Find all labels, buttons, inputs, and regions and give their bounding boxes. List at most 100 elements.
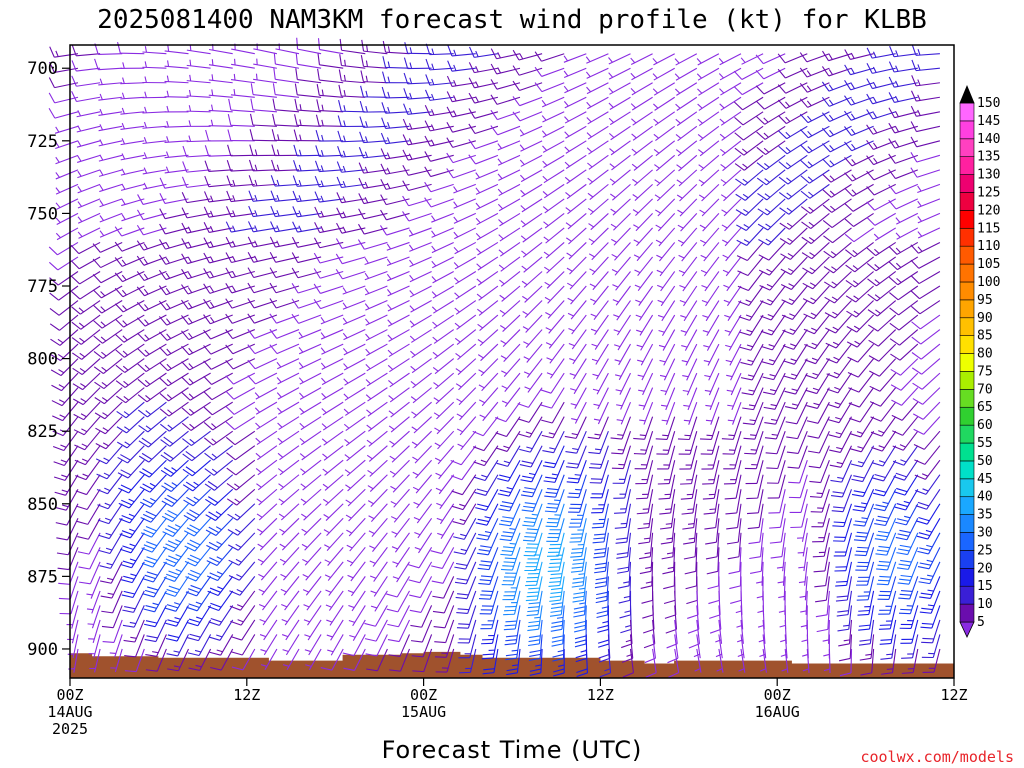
wind-barb: [615, 358, 631, 381]
wind-barb: [734, 111, 764, 126]
wind-barb: [633, 242, 654, 262]
wind-barb: [808, 430, 830, 454]
wind-barb: [203, 401, 233, 416]
wind-barb: [915, 474, 941, 495]
wind-barb: [827, 387, 852, 409]
wind-barb: [497, 198, 521, 212]
wind-barb: [208, 104, 233, 113]
wind-barb: [253, 73, 277, 84]
wind-barb: [768, 489, 786, 514]
wind-barb: [520, 183, 543, 198]
wind-barb: [822, 140, 852, 153]
wind-barb: [728, 547, 742, 575]
wind-barb: [94, 401, 123, 420]
wind-barb: [431, 300, 454, 314]
wind-barb: [655, 198, 676, 217]
wind-barb: [55, 198, 79, 210]
wind-barb: [186, 44, 211, 55]
wind-barb: [765, 431, 786, 455]
wind-barb: [521, 256, 543, 273]
wind-barb: [890, 358, 919, 376]
wind-barb: [866, 198, 896, 211]
wind-barb: [94, 387, 123, 405]
wind-barb: [388, 387, 410, 403]
wind-barb: [566, 227, 587, 245]
wind-barb: [432, 576, 455, 599]
wind-barb: [166, 634, 189, 657]
wind-barb: [888, 61, 918, 73]
wind-barb: [120, 547, 145, 569]
wind-barb: [576, 648, 589, 677]
wind-barb: [889, 314, 919, 331]
wind-barb: [802, 285, 830, 305]
wind-barb: [203, 372, 233, 385]
colorbar-label: 55: [977, 436, 993, 451]
wind-barb: [631, 111, 653, 126]
wind-barb: [749, 532, 764, 560]
wind-barb: [48, 241, 79, 256]
wind-barb: [186, 89, 211, 98]
wind-barb: [922, 648, 941, 673]
wind-barb: [203, 387, 233, 401]
wind-barb: [900, 619, 919, 644]
wind-barb: [778, 576, 786, 601]
colorbar-swatch: [959, 210, 975, 229]
wind-barb: [475, 503, 499, 526]
wind-barb: [499, 518, 521, 542]
wind-barb: [276, 358, 300, 370]
x-tick-label: 15AUG: [401, 703, 446, 721]
credit-text[interactable]: coolwx.com/models: [860, 748, 1014, 766]
wind-barb: [759, 271, 786, 291]
wind-barb: [346, 532, 366, 552]
wind-barb: [291, 298, 322, 309]
wind-barb: [337, 115, 366, 128]
wind-barb: [632, 198, 653, 217]
wind-barb: [410, 358, 432, 374]
wind-barb: [116, 416, 145, 434]
wind-barb: [387, 343, 410, 358]
wind-barb: [844, 125, 874, 137]
wind-barb: [778, 140, 808, 155]
wind-barb: [850, 430, 875, 453]
wind-barb: [357, 239, 388, 250]
wind-barb: [115, 358, 145, 373]
wind-barb: [402, 195, 432, 207]
wind-barb: [273, 52, 300, 69]
wind-barb: [403, 88, 432, 100]
wind-barb: [784, 372, 808, 395]
wind-barb: [473, 445, 499, 467]
wind-barb: [737, 271, 764, 292]
wind-barb: [799, 96, 830, 108]
wind-barb: [677, 416, 698, 441]
wind-barb: [780, 242, 808, 260]
wind-barb: [137, 194, 167, 205]
wind-barb: [519, 140, 543, 152]
wind-barb: [408, 227, 432, 237]
wind-barb: [364, 605, 388, 627]
wind-barb: [540, 387, 565, 409]
wind-barb: [658, 314, 676, 336]
wind-barb: [477, 300, 499, 316]
wind-barb: [610, 213, 631, 231]
wind-barb: [590, 314, 609, 335]
colorbar-max-arrow: [959, 84, 975, 104]
y-tick-label: 725: [27, 132, 58, 152]
wind-barb: [611, 431, 632, 455]
wind-barb: [204, 175, 233, 188]
wind-barb: [303, 590, 322, 611]
wind-barb: [497, 474, 521, 497]
wind-barb: [877, 576, 897, 600]
wind-barb: [616, 387, 632, 410]
wind-barb: [675, 96, 698, 111]
wind-barb: [481, 619, 499, 645]
wind-barb: [203, 268, 233, 279]
wind-barb: [851, 474, 875, 497]
wind-barb: [822, 212, 852, 229]
wind-barb: [656, 256, 676, 277]
wind-barb: [655, 416, 676, 440]
wind-barb: [881, 648, 897, 675]
wind-barb: [122, 590, 145, 613]
wind-barb: [225, 416, 256, 431]
wind-barb: [159, 329, 189, 341]
